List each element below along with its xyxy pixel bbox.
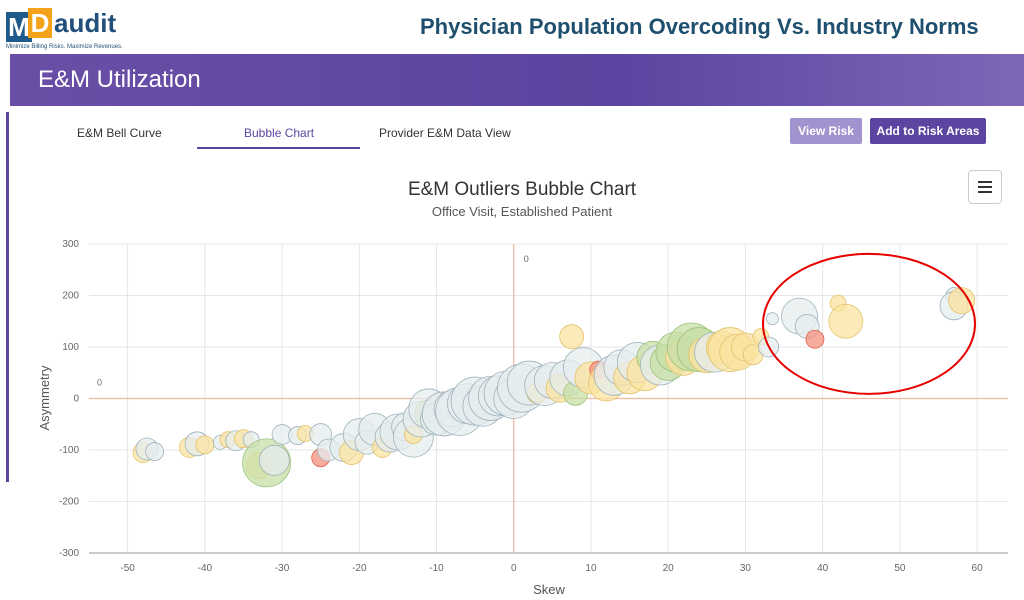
- x-tick-label: -40: [198, 563, 213, 574]
- y-tick-label: 200: [62, 291, 79, 302]
- chart-annotation: [761, 252, 976, 395]
- bubble-point: [145, 442, 165, 461]
- outlier-highlight-ellipse: [761, 252, 976, 395]
- y-tick-label: 100: [62, 342, 79, 353]
- y-tick-label: -300: [59, 548, 79, 559]
- tab-provider-data-view[interactable]: Provider E&M Data View: [379, 126, 511, 140]
- logo-m-block: M: [6, 12, 32, 42]
- x-tick-label: 40: [817, 563, 829, 574]
- x-tick-label: 30: [740, 563, 752, 574]
- y-axis-label: Asymmetry: [37, 365, 52, 431]
- hamburger-icon-line: [978, 186, 992, 188]
- bubble-point: [805, 329, 825, 349]
- x-tick-label: -50: [120, 563, 135, 574]
- x-tick-label: -10: [429, 563, 444, 574]
- logo-audit-text: audit: [54, 8, 117, 38]
- x-tick-label: 10: [585, 563, 597, 574]
- add-to-risk-areas-button[interactable]: Add to Risk Areas: [870, 118, 986, 144]
- logo-tagline: Minimize Billing Risks. Maximize Revenue…: [6, 44, 123, 50]
- y-tick-label: 0: [73, 394, 79, 405]
- left-accent-bar: [6, 112, 9, 482]
- zero-line-label: 0: [524, 254, 529, 264]
- bubble-point: [828, 303, 864, 339]
- bubble-series: [132, 287, 976, 488]
- x-tick-label: 50: [894, 563, 906, 574]
- x-tick-label: 20: [663, 563, 675, 574]
- top-bar: M D audit Minimize Billing Risks. Maximi…: [0, 0, 1024, 54]
- x-tick-label: 60: [972, 563, 984, 574]
- chart-title: E&M Outliers Bubble Chart: [408, 179, 637, 200]
- bubble-point: [948, 287, 976, 315]
- page-title: Physician Population Overcoding Vs. Indu…: [420, 14, 979, 39]
- section-banner: E&M Utilization: [10, 54, 1024, 106]
- bubble-point: [559, 324, 585, 350]
- chart-menu-button[interactable]: [968, 170, 1002, 204]
- view-risk-button[interactable]: View Risk: [790, 118, 862, 144]
- logo-d-block: D: [28, 8, 52, 38]
- chart-subtitle: Office Visit, Established Patient: [432, 204, 613, 219]
- x-axis-label: Skew: [533, 582, 565, 597]
- bubble-point: [258, 444, 290, 476]
- tab-bubble-chart[interactable]: Bubble Chart: [244, 126, 315, 140]
- y-tick-label: -100: [59, 445, 79, 456]
- zero-line-label: 0: [97, 378, 102, 388]
- x-tick-label: -30: [275, 563, 290, 574]
- tab-em-bell-curve[interactable]: E&M Bell Curve: [77, 126, 162, 140]
- hamburger-icon: [978, 181, 992, 183]
- hamburger-icon-line: [978, 191, 992, 193]
- x-tick-label: 0: [511, 563, 517, 574]
- active-tab-underline: [197, 147, 360, 149]
- x-tick-label: -20: [352, 563, 367, 574]
- y-tick-label: 300: [62, 239, 79, 250]
- bubble-point: [766, 312, 779, 326]
- banner-title: E&M Utilization: [38, 66, 201, 93]
- y-tick-label: -200: [59, 497, 79, 508]
- bubble-point: [195, 435, 215, 455]
